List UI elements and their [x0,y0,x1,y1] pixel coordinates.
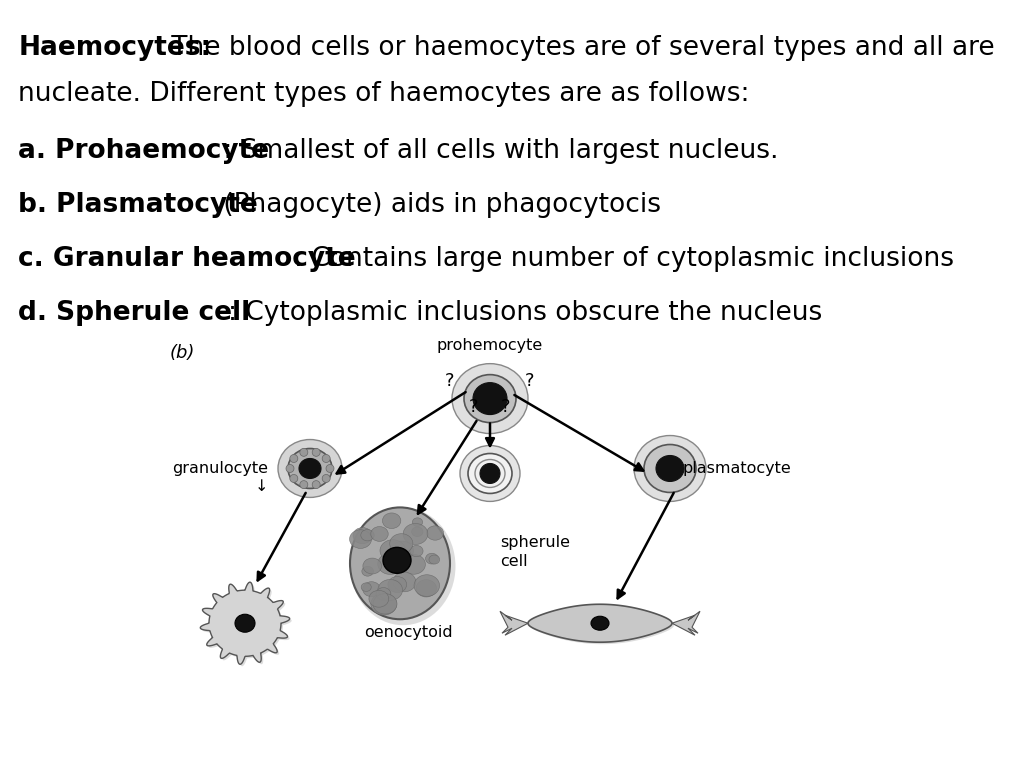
Text: nucleate. Different types of haemocytes are as follows:: nucleate. Different types of haemocytes … [18,81,750,107]
Text: c. Granular heamocyte: c. Granular heamocyte [18,246,356,272]
Ellipse shape [388,577,407,592]
Ellipse shape [390,534,413,554]
Circle shape [290,475,298,482]
Text: a. Prohaemocyte: a. Prohaemocyte [18,138,269,164]
Polygon shape [201,582,290,664]
Polygon shape [203,584,292,667]
Text: ?: ? [445,372,455,389]
Text: oenocytoid: oenocytoid [364,625,453,641]
Ellipse shape [475,459,505,488]
Text: : Contains large number of cytoplasmic inclusions: : Contains large number of cytoplasmic i… [294,246,953,272]
Circle shape [326,465,334,472]
Ellipse shape [288,449,332,488]
Ellipse shape [644,445,696,492]
Polygon shape [528,604,672,642]
Ellipse shape [393,572,416,592]
Ellipse shape [414,574,439,597]
Ellipse shape [373,594,397,614]
Text: : Cytoplasmic inclusions obscure the nucleus: : Cytoplasmic inclusions obscure the nuc… [228,300,822,326]
Circle shape [286,465,294,472]
Ellipse shape [410,545,423,557]
Text: granulocyte: granulocyte [172,461,268,476]
Ellipse shape [299,458,321,478]
Text: ↓: ↓ [255,479,268,494]
Ellipse shape [460,445,520,502]
Ellipse shape [353,528,372,544]
Text: Haemocytes:: Haemocytes: [18,35,212,61]
Ellipse shape [656,455,684,482]
Ellipse shape [473,382,507,415]
Text: ?: ? [502,398,511,415]
Text: : Smallest of all cells with largest nucleus.: : Smallest of all cells with largest nuc… [215,138,778,164]
Ellipse shape [361,566,374,576]
Ellipse shape [371,527,388,541]
Ellipse shape [360,529,374,541]
Ellipse shape [378,553,402,574]
Ellipse shape [369,591,389,607]
Text: prohemocyte: prohemocyte [437,338,543,353]
Text: plasmatocyte: plasmatocyte [682,461,791,476]
Polygon shape [530,606,674,644]
Text: (b): (b) [170,344,196,362]
Ellipse shape [464,375,516,422]
Ellipse shape [350,508,456,625]
Ellipse shape [591,616,609,631]
Polygon shape [500,611,528,635]
Ellipse shape [403,524,428,545]
Ellipse shape [464,375,520,426]
Ellipse shape [380,540,406,561]
Text: b. Plasmatocyte: b. Plasmatocyte [18,192,258,218]
Ellipse shape [634,435,706,502]
Ellipse shape [362,581,380,597]
Ellipse shape [644,445,700,496]
Ellipse shape [382,513,400,528]
Text: ?: ? [469,398,479,415]
Polygon shape [672,611,700,635]
Ellipse shape [383,548,411,573]
Ellipse shape [452,364,528,434]
Ellipse shape [362,558,382,574]
Ellipse shape [429,555,439,564]
Ellipse shape [413,518,423,527]
Ellipse shape [378,580,402,601]
Text: The blood cells or haemocytes are of several types and all are: The blood cells or haemocytes are of sev… [163,35,994,61]
Ellipse shape [234,614,255,632]
Ellipse shape [468,453,516,498]
Text: d. Spherule cell: d. Spherule cell [18,300,251,326]
Ellipse shape [376,588,391,600]
Text: (Phagocyte) aids in phagocytocis: (Phagocyte) aids in phagocytocis [215,192,662,218]
Ellipse shape [416,580,436,597]
Ellipse shape [412,527,423,537]
Circle shape [312,449,321,456]
Text: ?: ? [525,372,535,389]
Ellipse shape [480,464,500,484]
Circle shape [312,481,321,488]
Ellipse shape [426,553,438,564]
Ellipse shape [390,541,414,561]
Ellipse shape [349,530,372,548]
Ellipse shape [361,583,372,591]
Circle shape [300,481,308,488]
Circle shape [323,455,330,462]
Ellipse shape [350,508,450,619]
Ellipse shape [427,526,443,540]
Text: spherule
cell: spherule cell [500,535,570,569]
Circle shape [323,475,330,482]
Ellipse shape [402,554,425,574]
Circle shape [290,455,298,462]
Ellipse shape [371,593,396,615]
Ellipse shape [278,439,342,498]
Circle shape [300,449,308,456]
Ellipse shape [468,453,512,494]
Ellipse shape [288,449,336,492]
